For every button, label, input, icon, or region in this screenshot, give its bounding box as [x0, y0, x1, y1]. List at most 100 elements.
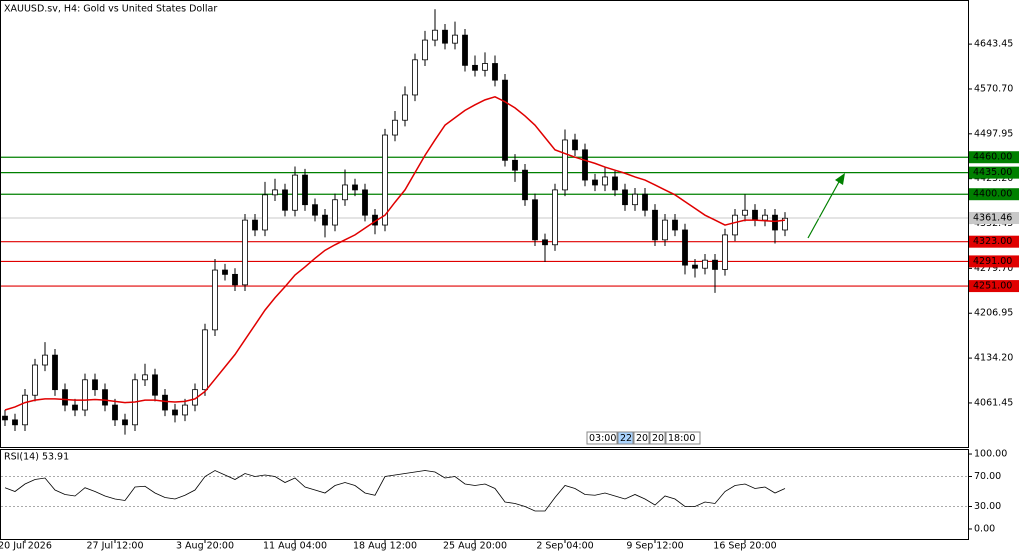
level-label: 4323.00 — [973, 236, 1012, 247]
scroll-label: 18:00 — [668, 433, 695, 444]
scroll-label: 03:00 — [589, 433, 616, 444]
level-label: 4400.00 — [973, 189, 1012, 200]
candle-body — [642, 193, 648, 211]
candle-body — [502, 79, 508, 161]
candle-body — [422, 39, 428, 61]
candle-body — [212, 269, 218, 331]
candle-body — [682, 229, 688, 266]
candle-body — [232, 273, 238, 286]
level-tag — [969, 188, 1019, 201]
y-tick-label: 70.00 — [974, 471, 1001, 482]
candle-body — [572, 139, 578, 151]
scroll-box — [649, 431, 666, 445]
rsi-title: RSI(14) 53.91 — [4, 452, 69, 463]
candle-body — [42, 354, 48, 366]
rsi-line — [4, 470, 786, 512]
candle-body — [142, 374, 148, 381]
candle-body — [152, 374, 158, 396]
candle-body — [622, 189, 628, 206]
current-price-label: 4361.46 — [973, 212, 1012, 223]
y-tick-label: 4279.70 — [974, 263, 1013, 274]
candle-body — [322, 214, 328, 226]
candle-body — [122, 419, 128, 426]
candle-body — [162, 394, 168, 411]
candle-body — [762, 214, 768, 221]
scroll-box — [665, 431, 701, 445]
y-tick-label: 4425.20 — [974, 173, 1013, 184]
candle-body — [282, 189, 288, 211]
candle-body — [732, 214, 738, 236]
scroll-box — [633, 431, 650, 445]
candle-body — [112, 404, 118, 421]
x-tick-label: 25 Aug 20:00 — [443, 541, 507, 552]
chart-title: XAUUSD.sv, H4: Gold vs United States Dol… — [4, 4, 217, 15]
x-tick-label: 11 Aug 04:00 — [263, 541, 327, 552]
candle-body — [532, 199, 538, 241]
candle-body — [252, 219, 258, 231]
y-tick-label: 4497.95 — [974, 128, 1013, 139]
x-tick-label: 18 Aug 12:00 — [353, 541, 417, 552]
scroll-label: 20 — [636, 433, 648, 444]
rsi-panel — [0, 449, 969, 540]
candle-body — [782, 217, 788, 231]
scroll-box — [586, 431, 618, 445]
y-tick-label: 30.00 — [974, 501, 1001, 512]
scroll-label: 20 — [652, 433, 664, 444]
x-tick-label: 3 Aug 20:00 — [176, 541, 234, 552]
y-tick-label: 4570.70 — [974, 83, 1013, 94]
candle-body — [592, 179, 598, 186]
candle-body — [312, 204, 318, 216]
candle-body — [652, 209, 658, 241]
candle-body — [562, 139, 568, 191]
candle-body — [182, 404, 188, 416]
scroll-label: 22 — [620, 433, 632, 444]
candle-body — [482, 63, 488, 71]
level-label: 4251.00 — [973, 281, 1012, 292]
candle-body — [72, 404, 78, 411]
candle-body — [752, 209, 758, 221]
candle-body — [52, 354, 58, 391]
level-tag — [969, 151, 1019, 164]
candle-body — [12, 419, 18, 426]
candle-body — [242, 219, 248, 286]
level-tag — [969, 255, 1019, 268]
candle-body — [2, 415, 8, 421]
candle-body — [582, 149, 588, 181]
y-tick-label: 100.00 — [974, 449, 1007, 460]
candle-body — [292, 174, 298, 211]
candle-body — [552, 189, 558, 246]
candle-body — [452, 34, 458, 44]
candle-body — [712, 259, 718, 270]
candle-body — [722, 234, 728, 270]
level-label: 4460.00 — [973, 152, 1012, 163]
candle-body — [352, 184, 358, 191]
candle-body — [692, 264, 698, 269]
candle-body — [632, 193, 638, 206]
candle-body — [742, 209, 748, 216]
candle-body — [102, 389, 108, 406]
candle-body — [82, 379, 88, 411]
level-tag — [969, 235, 1019, 248]
candle-body — [662, 219, 668, 241]
candle-body — [392, 119, 398, 136]
candle-body — [542, 239, 548, 246]
candle-body — [402, 94, 408, 121]
candle-body — [202, 329, 208, 391]
candle-body — [332, 199, 338, 226]
candle-body — [512, 159, 518, 171]
moving-average — [4, 95, 786, 411]
trend-arrow — [807, 179, 841, 239]
candle-body — [262, 194, 268, 231]
x-tick-label: 16 Sep 20:00 — [713, 541, 776, 552]
candle-body — [302, 174, 308, 206]
candle-body — [672, 219, 678, 231]
y-tick-label: 4134.20 — [974, 353, 1013, 364]
x-tick-label: 2 Sep 04:00 — [536, 541, 593, 552]
candle-body — [362, 189, 368, 216]
candle-body — [472, 64, 478, 71]
candle-body — [432, 29, 438, 41]
candle-body — [32, 364, 38, 396]
candle-body — [272, 189, 278, 196]
x-tick-label: 9 Sep 12:00 — [626, 541, 683, 552]
